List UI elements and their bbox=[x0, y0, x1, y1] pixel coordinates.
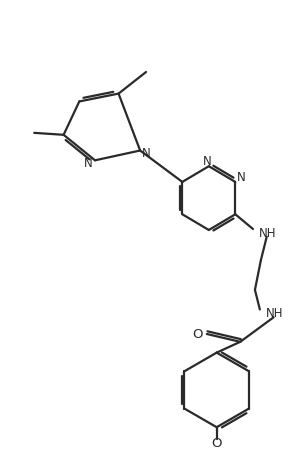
Text: N: N bbox=[142, 147, 150, 160]
Text: O: O bbox=[192, 327, 202, 340]
Text: N: N bbox=[84, 156, 93, 170]
Text: NH: NH bbox=[259, 227, 276, 240]
Text: N: N bbox=[202, 155, 211, 167]
Text: N: N bbox=[237, 170, 245, 183]
Text: O: O bbox=[212, 437, 222, 449]
Text: NH: NH bbox=[266, 306, 283, 319]
